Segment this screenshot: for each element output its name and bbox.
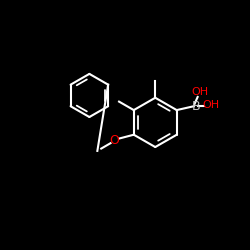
Text: OH: OH (202, 100, 220, 110)
Text: OH: OH (192, 87, 208, 97)
Text: B: B (192, 100, 200, 113)
Text: O: O (110, 134, 119, 147)
